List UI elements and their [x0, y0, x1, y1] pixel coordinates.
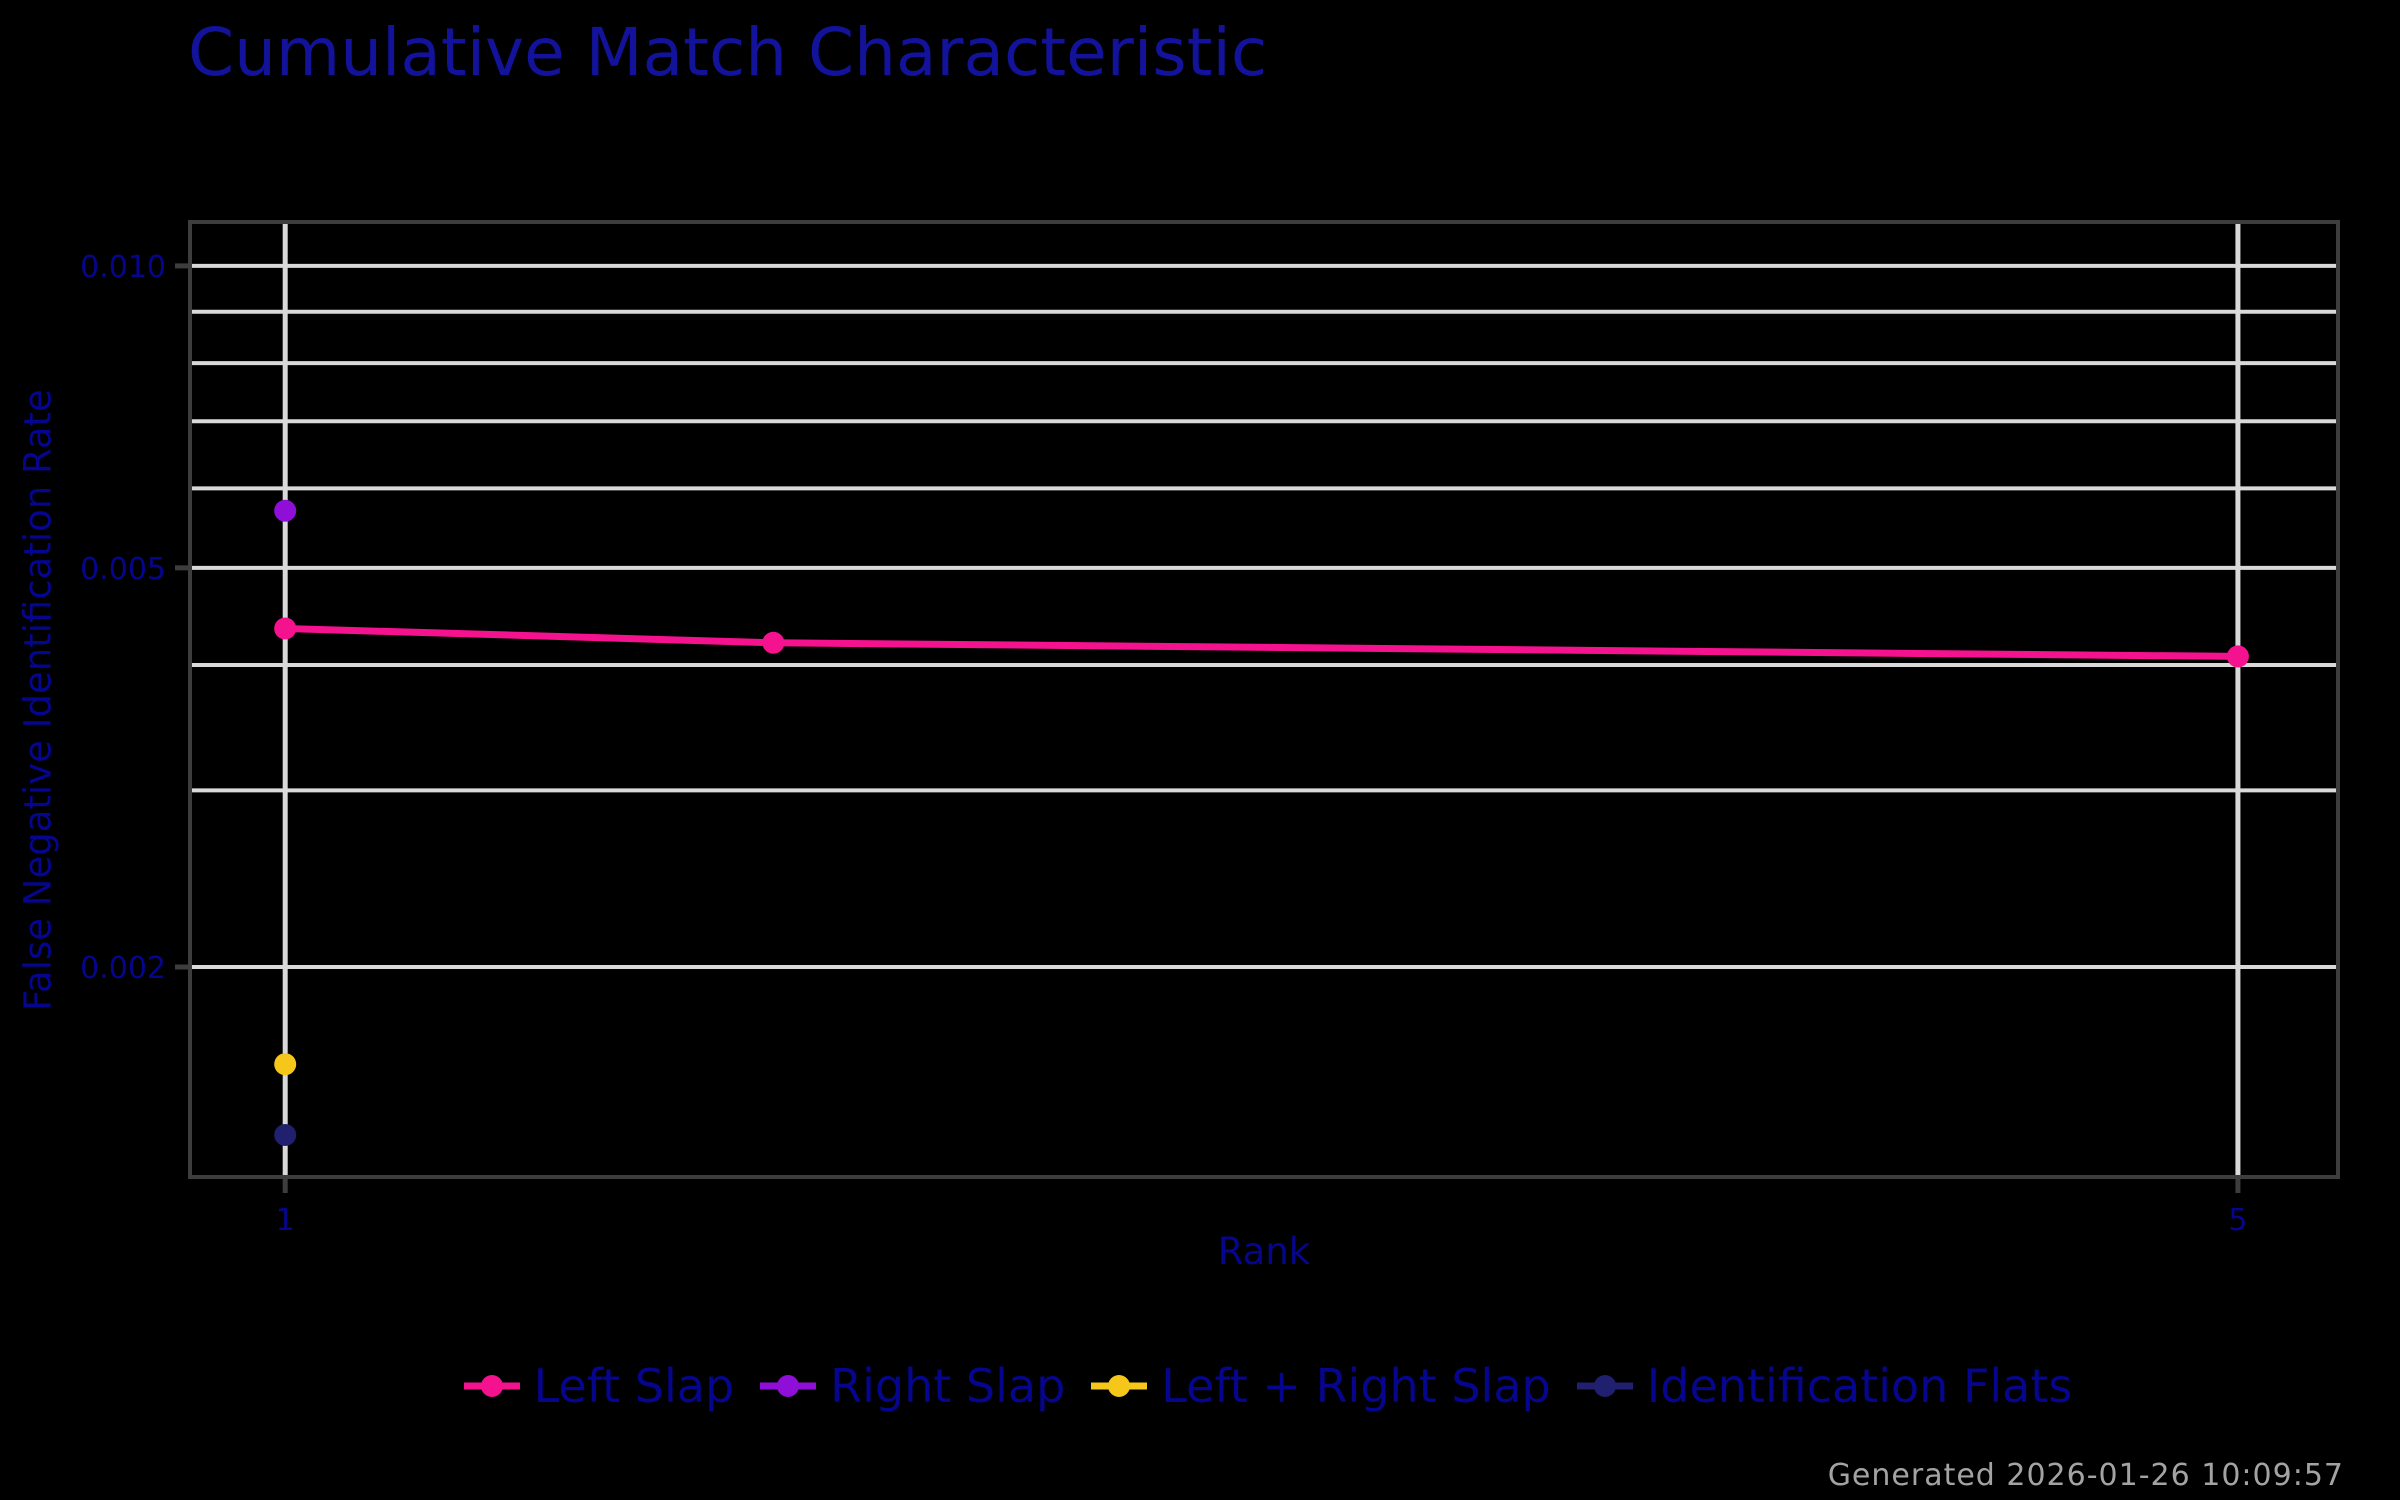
x-axis-label: Rank: [1217, 1230, 1311, 1273]
legend-item-left-slap: Left Slap: [463, 1359, 735, 1413]
left-right-slap-line-dot-icon: [1091, 1375, 1148, 1397]
x-tick-label: 5: [2228, 1203, 2247, 1238]
right-slap-line-dot-icon: [760, 1375, 817, 1397]
y-tick-label: 0.002: [80, 951, 166, 986]
legend-label: Identification Flats: [1646, 1359, 2073, 1413]
data-point-left-slap: [762, 631, 785, 654]
chart-title: Cumulative Match Characteristic: [188, 14, 1268, 91]
legend: Left Slap Right Slap Left + Right Slap I…: [136, 1350, 2400, 1422]
legend-label: Left Slap: [533, 1359, 735, 1413]
data-point-left-slap: [274, 617, 297, 640]
legend-label: Right Slap: [830, 1359, 1066, 1413]
identification-flats-line-dot-icon: [1576, 1375, 1633, 1397]
legend-item-left-right-slap: Left + Right Slap: [1091, 1359, 1551, 1413]
generated-timestamp: Generated 2026-01-26 10:09:57: [1827, 1458, 2344, 1493]
legend-item-right-slap: Right Slap: [760, 1359, 1065, 1413]
legend-label: Left + Right Slap: [1161, 1359, 1551, 1413]
data-point-left-slap: [2226, 645, 2249, 668]
series-line-left-slap: [281, 625, 2242, 660]
panel-border: [188, 220, 2340, 1179]
left-slap-line-dot-icon: [463, 1375, 520, 1397]
data-point-left-right-slap: [274, 1053, 297, 1076]
data-point-identification-flats: [274, 1124, 297, 1146]
y-tick-label: 0.005: [80, 552, 166, 587]
legend-item-identification-flats: Identification Flats: [1576, 1359, 2073, 1413]
x-tick-label: 1: [276, 1203, 295, 1238]
data-point-right-slap: [274, 499, 297, 522]
y-tick-label: 0.010: [80, 250, 166, 285]
y-axis-label: False Negative Identification Rate: [16, 389, 60, 1011]
